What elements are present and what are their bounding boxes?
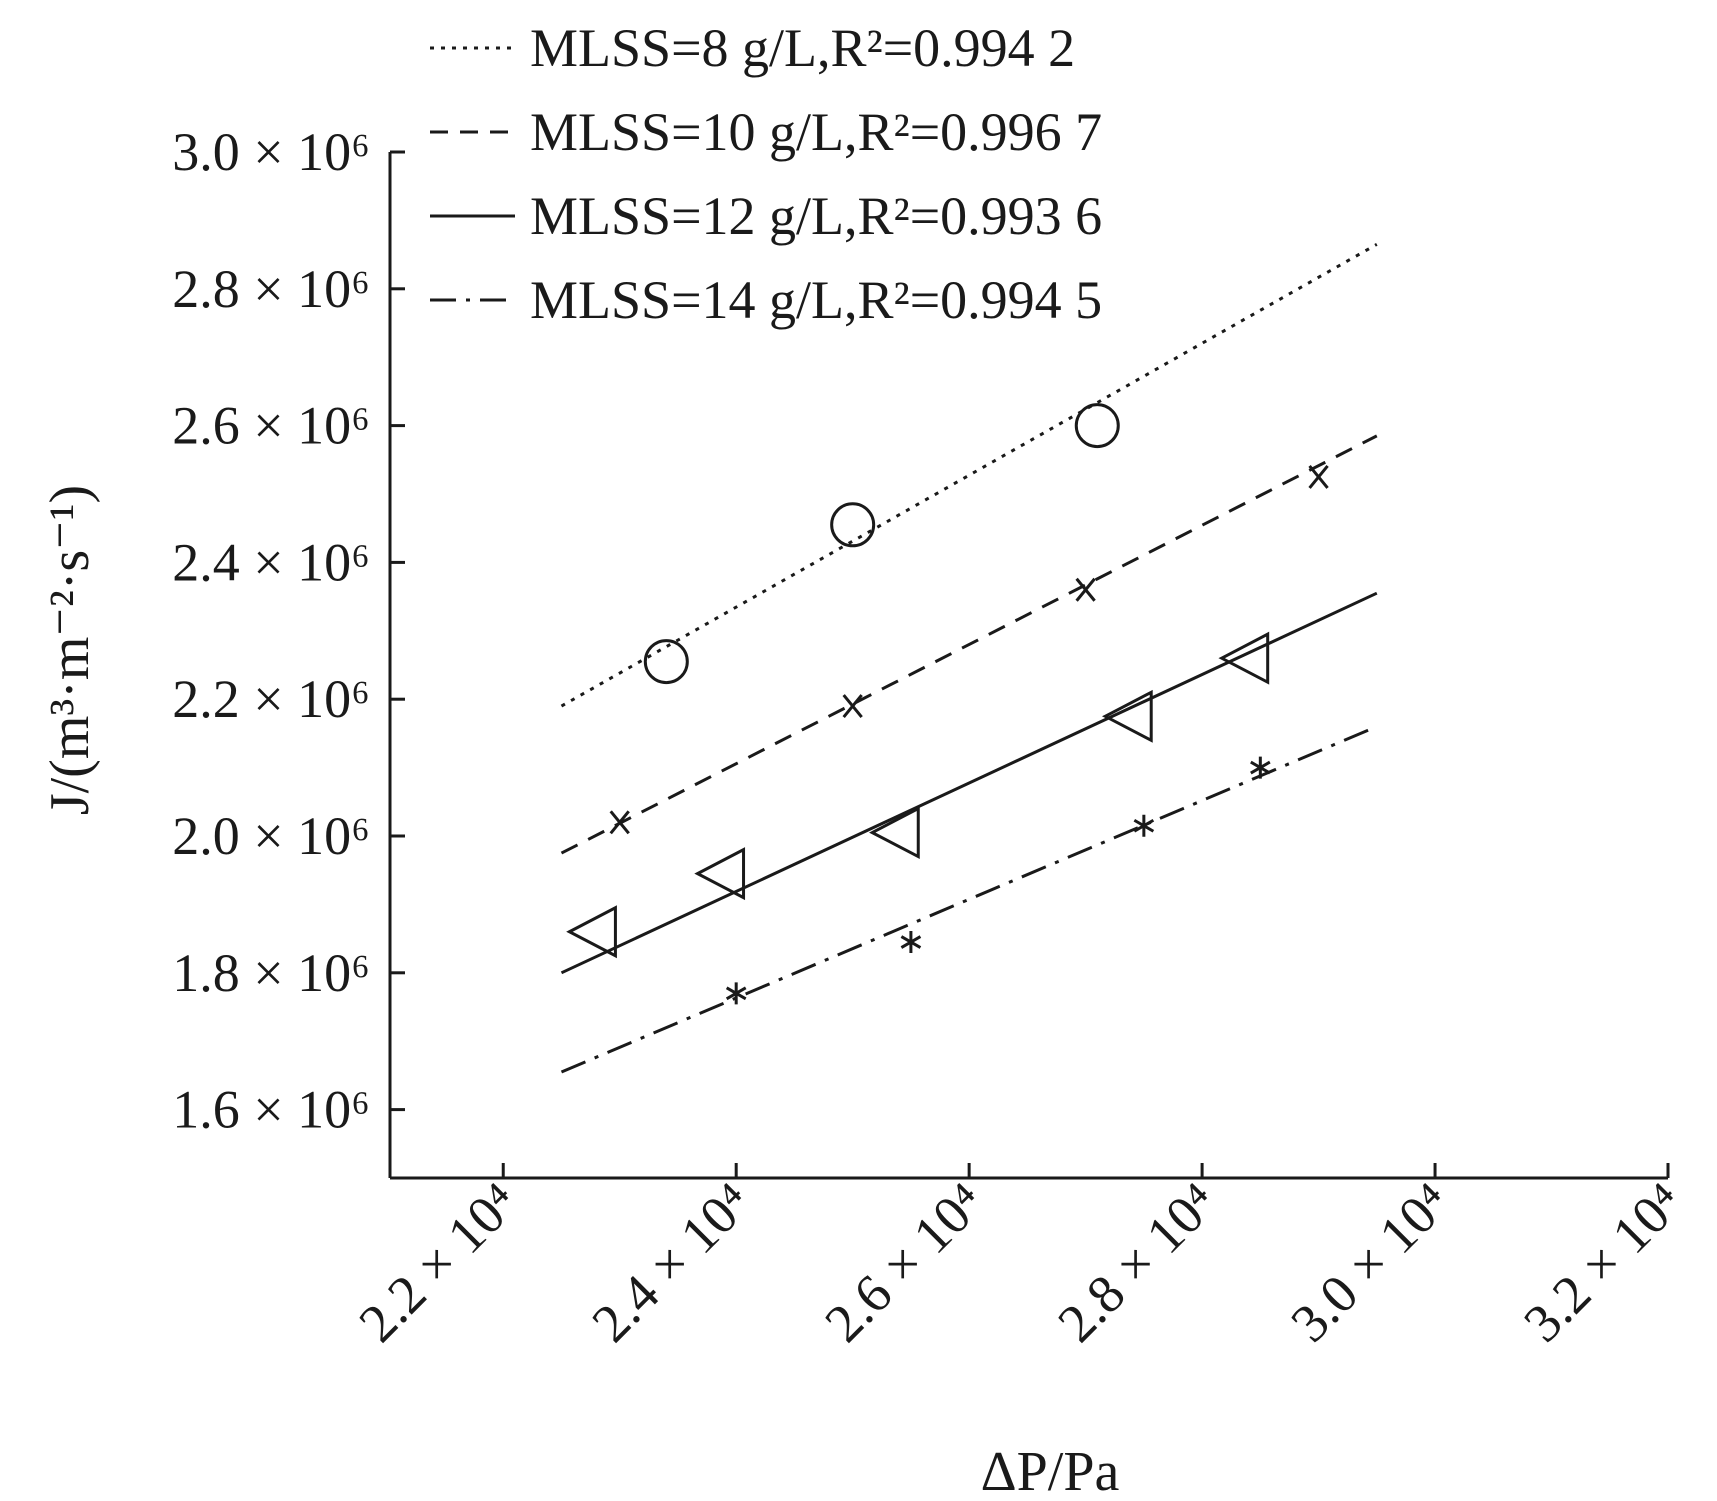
x-tick-label: 2.8 × 10⁴ <box>1046 1171 1228 1353</box>
data-point-series-1 <box>1074 403 1120 449</box>
data-markers <box>566 403 1329 1005</box>
legend-label-series-2: MLSS=10 g/L,R²=0.996 7 <box>530 102 1102 162</box>
fit-line-series-4 <box>560 725 1378 1074</box>
fit-line-series-2 <box>560 434 1378 855</box>
data-point-series-4 <box>900 931 922 954</box>
y-tick-label: 3.0 × 10⁶ <box>172 122 370 182</box>
data-point-series-3 <box>694 847 746 901</box>
data-point-series-3 <box>566 905 617 959</box>
y-tick-label: 2.0 × 10⁶ <box>172 806 370 866</box>
data-point-series-3 <box>869 806 920 860</box>
y-tick-label: 2.8 × 10⁶ <box>172 259 370 319</box>
data-point-series-2 <box>1308 464 1329 489</box>
axes <box>388 152 1668 1180</box>
x-axis-label: ΔP/Pa <box>981 1441 1120 1501</box>
data-point-series-2 <box>609 810 630 835</box>
data-point-series-2 <box>1075 577 1096 602</box>
y-ticks: 1.6 × 10⁶ 1.8 × 10⁶ 2.0 × 10⁶ 2.2 × 10⁶ 2.4 … <box>172 122 405 1140</box>
legend-label-series-1: MLSS=8 g/L,R²=0.994 2 <box>530 18 1075 78</box>
fit-line-series-1 <box>560 243 1378 708</box>
y-tick-label: 1.6 × 10⁶ <box>172 1080 370 1140</box>
data-point-series-1 <box>830 502 876 548</box>
y-tick-label: 1.8 × 10⁶ <box>172 943 370 1003</box>
fit-lines <box>560 243 1378 1074</box>
x-ticks: 2.2 × 10⁴ 2.4 × 10⁴ 2.6 × 10⁴ 2.8 × 10⁴ 3.0 … <box>347 1163 1694 1353</box>
x-tick-label: 2.4 × 10⁴ <box>580 1171 762 1353</box>
y-axis-label: J/(m³·m⁻²·s⁻¹) <box>39 485 101 815</box>
data-point-series-4 <box>1133 814 1155 837</box>
data-point-series-3 <box>1218 631 1270 685</box>
data-point-series-3 <box>1101 689 1153 743</box>
x-tick-label: 3.2 × 10⁴ <box>1512 1171 1694 1353</box>
legend: MLSS=8 g/L,R²=0.994 2 MLSS=10 g/L,R²=0.99… <box>430 18 1102 330</box>
y-tick-label: 2.6 × 10⁶ <box>172 396 370 456</box>
x-tick-label: 2.2 × 10⁴ <box>347 1171 529 1353</box>
x-tick-label: 3.0 × 10⁴ <box>1279 1171 1461 1353</box>
data-point-series-2 <box>842 694 863 718</box>
data-point-series-4 <box>725 982 747 1005</box>
data-point-series-1 <box>643 639 689 685</box>
fit-line-series-3 <box>560 591 1378 975</box>
data-point-series-4 <box>1250 756 1271 779</box>
legend-label-series-3: MLSS=12 g/L,R²=0.993 6 <box>530 186 1102 246</box>
y-tick-label: 2.2 × 10⁶ <box>172 669 370 729</box>
y-tick-label: 2.4 × 10⁶ <box>172 532 370 592</box>
legend-label-series-4: MLSS=14 g/L,R²=0.994 5 <box>530 270 1102 330</box>
x-tick-label: 2.6 × 10⁴ <box>813 1171 995 1353</box>
